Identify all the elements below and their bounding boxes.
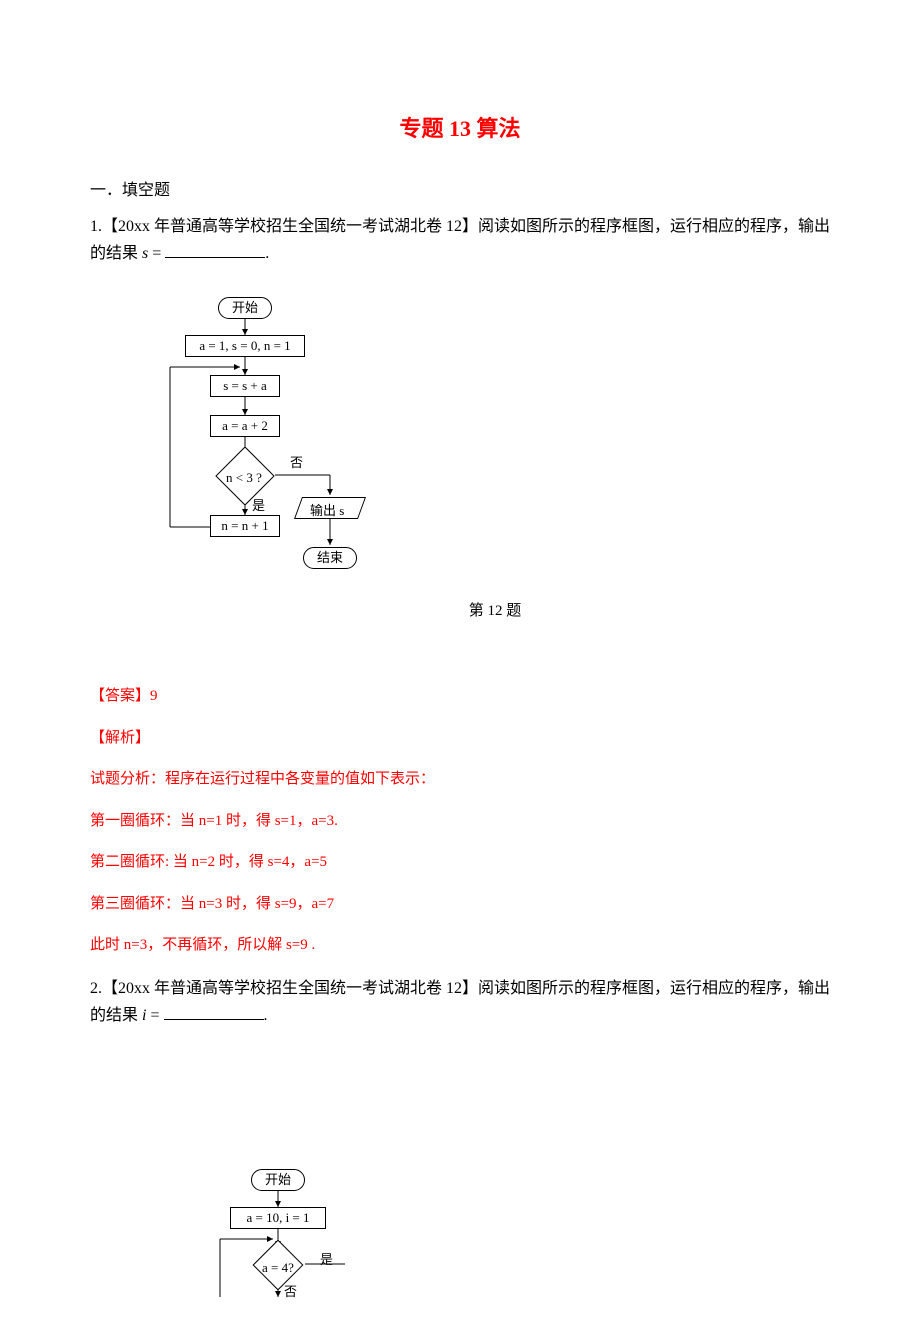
section-header: 一．填空题	[90, 177, 830, 204]
fc1-step1: s = s + a	[210, 375, 280, 397]
analysis-line2: 第一圈循环：当 n=1 时，得 s=1，a=3.	[90, 809, 830, 835]
fc1-step2: a = a + 2	[210, 415, 280, 437]
fc1-cond-label: n < 3 ?	[226, 467, 262, 489]
page-title: 专题 13 算法	[90, 110, 830, 147]
analysis-line3: 第二圈循环: 当 n=2 时，得 s=4，a=5	[90, 850, 830, 876]
fc2-init: a = 10, i = 1	[230, 1207, 326, 1229]
flowchart-2: 开始 a = 10, i = 1 a = 4? 是 否	[180, 1169, 830, 1289]
fc1-inc: n = n + 1	[210, 515, 280, 537]
analysis-line1: 试题分析：程序在运行过程中各变量的值如下表示：	[90, 767, 830, 793]
question-2: 2.【20xx 年普通高等学校招生全国统一考试湖北卷 12】阅读如图所示的程序框…	[90, 975, 830, 1029]
fc1-caption: 第 12 题	[160, 599, 830, 625]
fc1-start: 开始	[218, 297, 272, 319]
fc1-output-label: 输出 s	[310, 500, 344, 522]
q1-period: .	[265, 245, 269, 262]
fc2-yes-label: 是	[320, 1249, 333, 1271]
answer-block: 【答案】9 【解析】 试题分析：程序在运行过程中各变量的值如下表示： 第一圈循环…	[90, 684, 830, 959]
fc2-start: 开始	[251, 1169, 305, 1191]
fc1-yes-label: 是	[252, 495, 265, 517]
q2-equals: =	[146, 1007, 163, 1024]
answer-label: 【答案】9	[90, 684, 830, 710]
q2-period: .	[264, 1007, 268, 1024]
q2-blank	[164, 1002, 264, 1020]
fc2-no-label: 否	[284, 1281, 297, 1303]
flowchart-1: 开始 a = 1, s = 0, n = 1 s = s + a a = a +…	[130, 297, 830, 625]
fc1-end: 结束	[303, 547, 357, 569]
analysis-line4: 第三圈循环：当 n=3 时，得 s=9，a=7	[90, 892, 830, 918]
q1-blank	[165, 240, 265, 258]
analysis-label: 【解析】	[90, 726, 830, 752]
q1-equals: =	[148, 245, 165, 262]
analysis-line5: 此时 n=3，不再循环，所以解 s=9 .	[90, 933, 830, 959]
fc2-cond-label: a = 4?	[262, 1257, 294, 1279]
question-1: 1.【20xx 年普通高等学校招生全国统一考试湖北卷 12】阅读如图所示的程序框…	[90, 213, 830, 267]
fc1-no-label: 否	[290, 452, 303, 474]
fc1-init: a = 1, s = 0, n = 1	[185, 335, 305, 357]
